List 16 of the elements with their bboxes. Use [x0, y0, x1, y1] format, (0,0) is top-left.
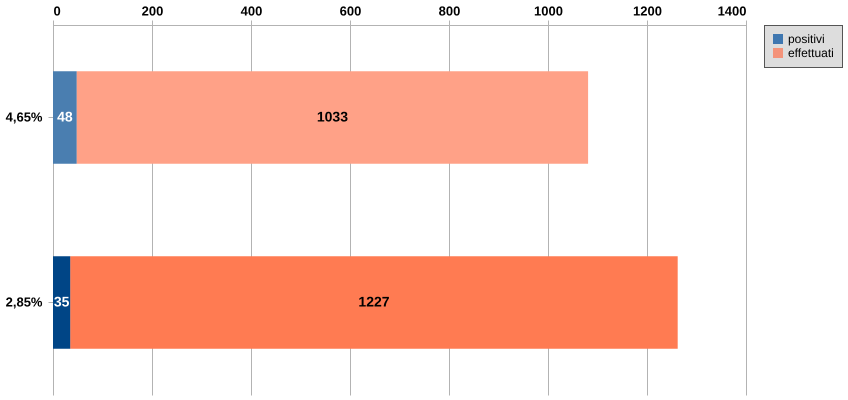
- x-tick-label: 1400: [718, 4, 746, 18]
- y-tick-label: 4,65%: [6, 110, 43, 124]
- x-tick-label: 400: [240, 4, 262, 18]
- x-tick-label: 200: [142, 4, 164, 18]
- legend-label: positivi: [788, 32, 825, 46]
- data-label: 48: [57, 108, 73, 124]
- x-tick-label: 800: [438, 4, 460, 18]
- x-tick-label: 0: [54, 4, 61, 18]
- x-tick-label: 1200: [633, 4, 662, 18]
- legend-label: effettuati: [788, 46, 834, 60]
- data-label: 35: [54, 294, 70, 310]
- data-label: 1033: [316, 108, 348, 124]
- y-tick-label: 2,85%: [6, 294, 43, 310]
- x-tick-label: 600: [340, 4, 362, 18]
- x-tick-label: 1000: [534, 4, 563, 18]
- data-label: 1227: [358, 294, 390, 310]
